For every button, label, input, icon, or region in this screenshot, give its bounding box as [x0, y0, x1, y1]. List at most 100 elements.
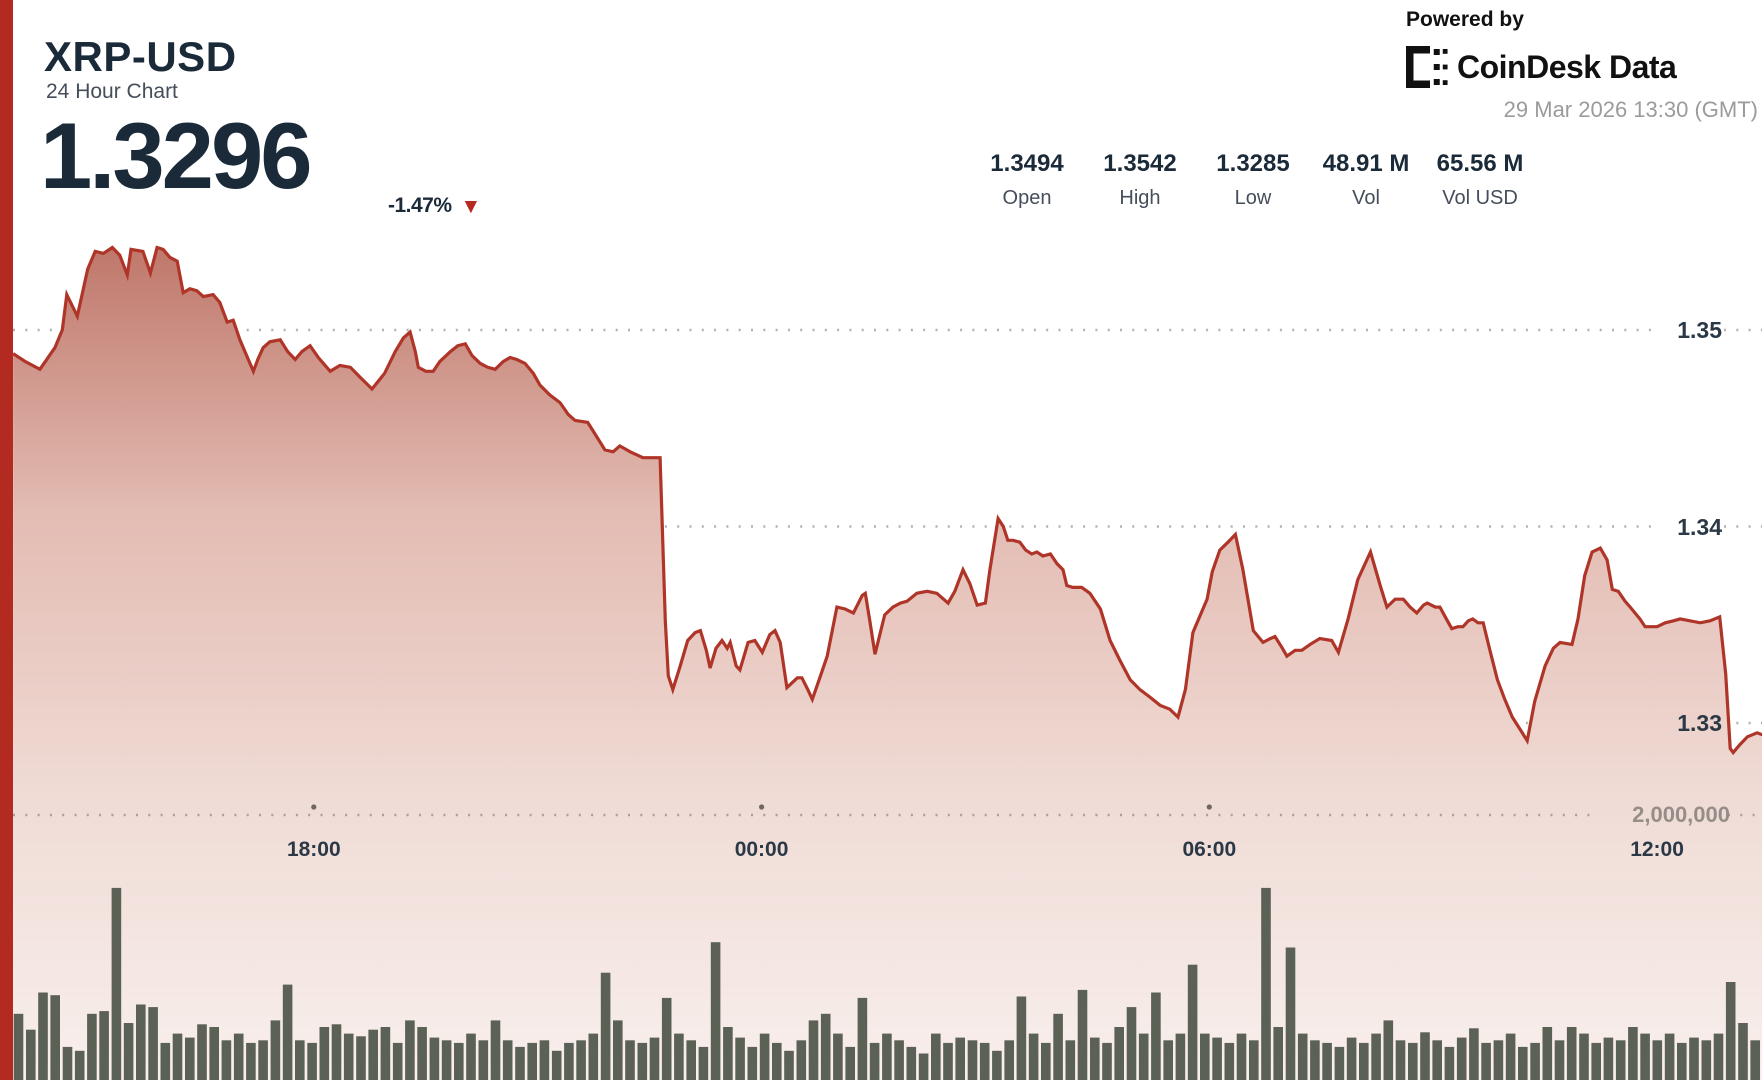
volume-bar	[637, 1042, 648, 1080]
low-value: 1.3285	[1216, 150, 1290, 177]
volume-bar	[1334, 1046, 1345, 1080]
vol-usd-value: 65.56 M	[1436, 150, 1524, 177]
chart-subtitle: 24 Hour Chart	[46, 80, 178, 103]
volume-bar	[918, 1053, 929, 1080]
volume-bar	[1542, 1027, 1553, 1080]
volume-bar	[319, 1027, 330, 1080]
volume-bar	[747, 1046, 758, 1080]
volume-bar	[955, 1037, 965, 1080]
volume-bar	[906, 1046, 917, 1080]
volume-bar	[698, 1046, 709, 1080]
volume-bar	[1615, 1040, 1626, 1080]
volume-bar	[894, 1040, 904, 1080]
volume-bar	[466, 1033, 476, 1080]
volume-bar	[857, 997, 868, 1080]
vol-value: 48.91 M	[1322, 150, 1410, 177]
symbol-title: XRP-USD	[44, 33, 237, 80]
volume-bar	[185, 1037, 195, 1080]
volume-bar	[686, 1040, 696, 1080]
volume-bar	[613, 1020, 623, 1080]
volume-bar	[99, 1011, 109, 1080]
time-axis-label: 12:00	[1630, 838, 1684, 861]
price-axis-label: 1.34	[1677, 513, 1722, 540]
time-tick-dot	[1206, 804, 1212, 810]
coindesk-logo-text: CoinDesk Data	[1457, 48, 1677, 85]
volume-bar	[515, 1046, 525, 1080]
volume-bar	[1677, 1042, 1687, 1080]
volume-bar	[845, 1046, 855, 1080]
volume-bar	[209, 1027, 219, 1080]
volume-bar	[551, 1050, 562, 1080]
volume-bar	[539, 1040, 550, 1080]
volume-bar	[1579, 1033, 1589, 1080]
low-label: Low	[1234, 187, 1272, 209]
volume-bar	[808, 1020, 819, 1080]
high-label: High	[1119, 187, 1161, 209]
price-axis-label: 1.35	[1677, 317, 1722, 343]
volume-bar	[429, 1037, 440, 1080]
volume-bar	[282, 984, 293, 1080]
volume-bar	[833, 1033, 843, 1080]
volume-bar	[1077, 989, 1088, 1080]
volume-bar	[1444, 1046, 1455, 1080]
volume-bar	[931, 1033, 941, 1080]
volume-bar	[1090, 1037, 1100, 1080]
stat-open: 1.3494 Open	[957, 150, 1097, 210]
volume-bar	[331, 1024, 342, 1080]
volume-bar	[343, 1033, 354, 1080]
volume-bar	[1249, 1040, 1259, 1080]
volume-bar	[710, 942, 721, 1080]
volume-bar	[454, 1042, 464, 1080]
volume-bar	[869, 1042, 880, 1080]
volume-bar	[1554, 1040, 1565, 1080]
volume-bar	[661, 997, 672, 1080]
volume-bar	[943, 1042, 953, 1080]
volume-bar	[233, 1033, 244, 1080]
stat-vol-usd: 65.56 M Vol USD	[1410, 150, 1550, 210]
volume-bar	[246, 1042, 256, 1080]
volume-bar	[1432, 1040, 1442, 1080]
volume-bar	[1469, 1028, 1479, 1080]
volume-bar	[1187, 964, 1198, 1080]
volume-bar	[1725, 982, 1736, 1080]
time-axis-label: 00:00	[734, 838, 789, 861]
volume-bar	[1395, 1040, 1406, 1080]
volume-bar	[1273, 1027, 1283, 1080]
volume-bar	[723, 1027, 733, 1080]
volume-bar	[1750, 1040, 1760, 1080]
volume-bar	[1640, 1033, 1650, 1080]
volume-bar	[784, 1050, 794, 1080]
volume-bar	[1518, 1046, 1528, 1080]
volume-bar	[1297, 1033, 1308, 1080]
volume-bar	[1163, 1040, 1173, 1080]
volume-bar	[1041, 1042, 1051, 1080]
volume-bar	[1126, 1007, 1137, 1080]
volume-bar	[1224, 1042, 1235, 1080]
time-axis-label: 06:00	[1182, 838, 1237, 861]
volume-bar	[564, 1042, 574, 1080]
volume-bar	[649, 1037, 660, 1080]
volume-bar	[136, 1004, 146, 1080]
volume-bar	[772, 1042, 782, 1080]
volume-bar	[74, 1050, 85, 1080]
volume-bar	[26, 1029, 36, 1080]
volume-bar	[820, 1013, 831, 1080]
change-percent: -1.47%	[388, 194, 452, 217]
volume-bar	[221, 1040, 232, 1080]
volume-bar	[307, 1042, 317, 1080]
volume-bar	[1603, 1037, 1614, 1080]
volume-bar	[1285, 947, 1296, 1080]
volume-bar	[1028, 1033, 1039, 1080]
volume-bar	[258, 1040, 268, 1080]
time-tick-dot	[311, 804, 317, 810]
volume-bar	[380, 1027, 391, 1080]
volume-bar	[1261, 887, 1271, 1080]
stat-low: 1.3285 Low	[1183, 150, 1323, 210]
stat-high: 1.3542 High	[1070, 150, 1210, 210]
volume-bar	[392, 1042, 403, 1080]
volume-bar	[1151, 992, 1161, 1080]
time-axis-label: 18:00	[286, 838, 341, 861]
volume-bar	[1053, 1013, 1063, 1080]
